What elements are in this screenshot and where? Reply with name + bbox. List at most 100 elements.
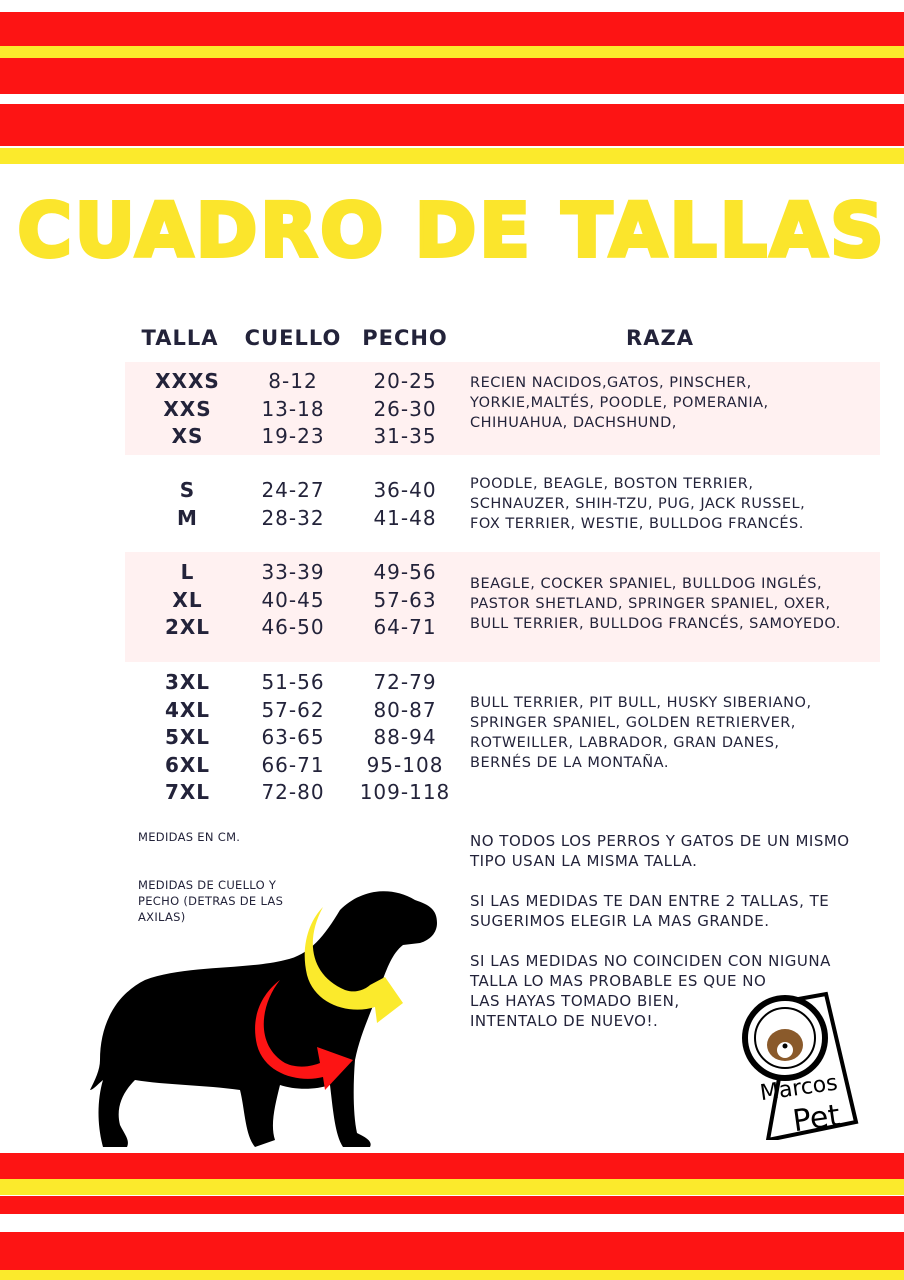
raza-line: BULL TERRIER, BULLDOG FRANCÉS, SAMOYEDO.: [470, 616, 841, 632]
raza-cell: POODLE, BEAGLE, BOSTON TERRIER, SCHNAUZER…: [470, 474, 890, 534]
tallas-cell: 4XL: [164, 697, 211, 722]
tallas-cell: L: [180, 560, 195, 584]
logo-text: Pet: [791, 1098, 843, 1139]
raza-line: BULL TERRIER, PIT BULL, HUSKY SIBERIANO,: [470, 695, 812, 711]
page-title: CUADRO DE TALLAS: [15, 186, 887, 276]
cuello-cell: 13-18: [261, 396, 325, 421]
column-pecho: 49-56 57-63 64-71: [352, 559, 458, 642]
cuello-cell: 57-62: [261, 697, 325, 722]
tallas-cell: 2XL: [164, 615, 211, 639]
column-cuello: 33-39 40-45 46-50: [237, 559, 349, 642]
top-stripe: [0, 148, 904, 164]
top-stripe: [0, 104, 904, 146]
column-pecho: 20-25 26-30 31-35: [352, 368, 458, 451]
dog-measurement-illustration: [90, 891, 437, 1147]
tallas-cell: XL: [172, 587, 203, 612]
tallas-cell: XXS: [163, 396, 212, 421]
raza-line: CHIHUAHUA, DACHSHUND,: [470, 415, 677, 431]
tip-line: SI LAS MEDIDAS NO COINCIDEN CON NIGUNA: [470, 952, 831, 970]
pecho-cell: 72-79: [373, 670, 437, 694]
raza-line: PASTOR SHETLAND, SPRINGER SPANIEL, OXER,: [470, 596, 831, 612]
column-tallas: 3XL 4XL 5XL 6XL 7XL: [125, 669, 250, 807]
cuello-cell: 72-80: [261, 780, 325, 804]
cuello-cell: 40-45: [261, 587, 325, 612]
bottom-stripe: [0, 1179, 904, 1195]
measure-note: MEDIDAS DE CUELLO Y PECHO (DETRAS DE LAS…: [138, 877, 283, 925]
bottom-stripe: [0, 1196, 904, 1214]
column-cuello: 51-56 57-62 63-65 66-71 72-80: [237, 669, 349, 807]
bottom-stripe: [0, 1270, 904, 1280]
column-tallas: L XL 2XL: [125, 559, 250, 642]
marcos-pet-logo: Marcos Pet: [742, 991, 859, 1140]
raza-line: POODLE, BEAGLE, BOSTON TERRIER,: [470, 476, 754, 492]
cuello-cell: 28-32: [261, 505, 325, 530]
top-stripe: [0, 58, 904, 94]
raza-cell: BULL TERRIER, PIT BULL, HUSKY SIBERIANO,…: [470, 693, 890, 773]
raza-line: SCHNAUZER, SHIH-TZU, PUG, JACK RUSSEL,: [470, 496, 806, 512]
column-pecho: 36-40 41-48: [352, 477, 458, 532]
cuello-cell: 19-23: [261, 424, 325, 448]
cuello-cell: 63-65: [261, 725, 325, 749]
raza-line: BEAGLE, COCKER SPANIEL, BULLDOG INGLÉS,: [470, 576, 823, 592]
note-line: MEDIDAS DE CUELLO Y: [138, 878, 277, 892]
tallas-cell: 5XL: [164, 725, 211, 749]
tip-line: INTENTALO DE NUEVO!.: [470, 1012, 659, 1030]
neck-arrow-icon: [304, 907, 403, 1023]
units-note: MEDIDAS EN CM.: [138, 830, 241, 844]
tip-line: NO TODOS LOS PERROS Y GATOS DE UN MISMO: [470, 832, 850, 850]
tip: SI LAS MEDIDAS TE DAN ENTRE 2 TALLAS, TE…: [470, 891, 890, 931]
note-line: PECHO (DETRAS DE LAS: [138, 894, 284, 908]
tallas-cell: 6XL: [164, 752, 211, 777]
cuello-cell: 8-12: [268, 369, 318, 393]
cuello-cell: 46-50: [261, 615, 325, 639]
header-pecho: PECHO: [362, 326, 448, 350]
cuello-cell: 51-56: [261, 670, 325, 694]
raza-line: SPRINGER SPANIEL, GOLDEN RETRIERVER,: [470, 715, 796, 731]
raza-line: BERNÉS DE LA MONTAÑA.: [470, 755, 669, 771]
bottom-stripe: [0, 1153, 904, 1179]
header-talla: TALLA: [141, 326, 219, 350]
top-stripe: [0, 12, 904, 46]
raza-cell: BEAGLE, COCKER SPANIEL, BULLDOG INGLÉS, P…: [470, 574, 890, 634]
raza-cell: RECIEN NACIDOS,GATOS, PINSCHER, YORKIE,MA…: [470, 373, 890, 433]
pecho-cell: 88-94: [373, 725, 437, 749]
column-pecho: 72-79 80-87 88-94 95-108 109-118: [352, 669, 458, 807]
pecho-cell: 95-108: [366, 752, 444, 777]
row-band: [125, 362, 880, 455]
column-cuello: 8-12 13-18 19-23: [237, 368, 349, 451]
raza-line: RECIEN NACIDOS,GATOS, PINSCHER,: [470, 375, 752, 391]
cuello-cell: 33-39: [261, 560, 325, 584]
tallas-cell: M: [177, 505, 198, 530]
tallas-cell: 3XL: [164, 670, 211, 694]
pecho-cell: 20-25: [373, 369, 437, 393]
pecho-cell: 41-48: [373, 505, 437, 530]
pecho-cell: 57-63: [373, 587, 437, 612]
tallas-cell: XS: [171, 424, 204, 448]
column-cuello: 24-27 28-32: [237, 477, 349, 532]
tallas-cell: 7XL: [164, 780, 211, 804]
tip-line: TALLA LO MAS PROBABLE ES QUE NO: [470, 972, 767, 990]
top-stripe: [0, 46, 904, 58]
chest-arrow-icon: [255, 980, 353, 1090]
note-line: AXILAS): [138, 910, 186, 924]
tip-line: SUGERIMOS ELEGIR LA MAS GRANDE.: [470, 912, 770, 930]
tip-line: SI LAS MEDIDAS TE DAN ENTRE 2 TALLAS, TE: [470, 892, 830, 910]
pecho-cell: 80-87: [373, 697, 437, 722]
pecho-cell: 64-71: [373, 615, 437, 639]
cuello-cell: 66-71: [261, 752, 325, 777]
header-cuello: CUELLO: [244, 326, 342, 350]
tip: SI LAS MEDIDAS NO COINCIDEN CON NIGUNA T…: [470, 951, 890, 1031]
column-tallas: XXXS XXS XS: [125, 368, 250, 451]
raza-line: FOX TERRIER, WESTIE, BULLDOG FRANCÉS.: [470, 516, 804, 532]
bottom-stripe: [0, 1232, 904, 1270]
cuello-cell: 24-27: [261, 478, 325, 502]
pecho-cell: 31-35: [373, 424, 437, 448]
pecho-cell: 36-40: [373, 478, 437, 502]
tip-line: LAS HAYAS TOMADO BIEN,: [470, 992, 680, 1010]
tip: NO TODOS LOS PERROS Y GATOS DE UN MISMO …: [470, 831, 890, 871]
tallas-cell: XXXS: [155, 369, 220, 393]
raza-line: ROTWEILLER, LABRADOR, GRAN DANES,: [470, 735, 780, 751]
pecho-cell: 109-118: [359, 780, 451, 804]
raza-line: YORKIE,MALTÉS, POODLE, POMERANIA,: [470, 395, 769, 411]
pecho-cell: 26-30: [373, 396, 437, 421]
